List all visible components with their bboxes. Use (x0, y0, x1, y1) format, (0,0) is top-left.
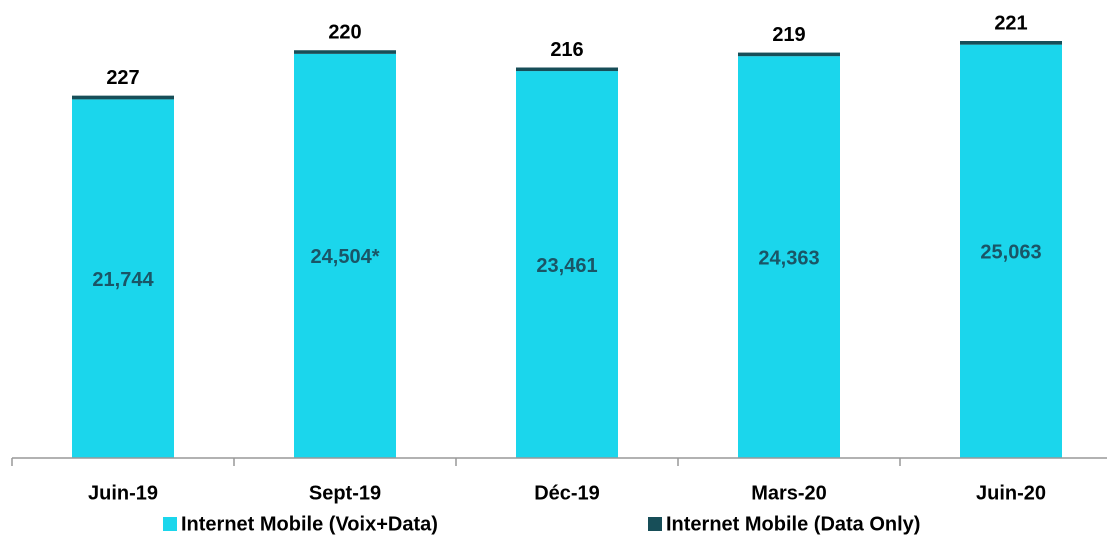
value-label: 220 (328, 22, 361, 44)
value-label: 216 (550, 39, 583, 61)
value-label: 24,504* (311, 246, 380, 268)
bar-segment (738, 52, 840, 57)
bar-segment (960, 41, 1062, 45)
x-tick-label: Mars-20 (751, 482, 827, 504)
bar-segment (516, 67, 618, 72)
bar-segment (960, 44, 1062, 459)
bar-segment (72, 99, 174, 458)
legend-swatch (648, 517, 662, 531)
value-label: 23,461 (536, 255, 597, 277)
value-label: 25,063 (980, 242, 1041, 264)
legend-label: Internet Mobile (Voix+Data) (181, 513, 438, 535)
value-label: 219 (772, 24, 805, 46)
bar-segment (294, 53, 396, 459)
bar-segment (294, 50, 396, 54)
legend-swatch (163, 517, 177, 531)
bar-segment (738, 56, 840, 458)
value-label: 24,363 (758, 247, 819, 269)
bar-segment (72, 95, 174, 100)
x-tick-label: Déc-19 (534, 482, 600, 504)
x-tick-label: Juin-19 (88, 482, 158, 504)
value-label: 227 (106, 67, 139, 89)
x-tick-label: Juin-20 (976, 482, 1046, 504)
legend-label: Internet Mobile (Data Only) (666, 513, 920, 535)
value-label: 21,744 (92, 269, 154, 291)
bar-segment (516, 71, 618, 458)
x-tick-label: Sept-19 (309, 482, 381, 504)
value-label: 221 (994, 12, 1027, 34)
